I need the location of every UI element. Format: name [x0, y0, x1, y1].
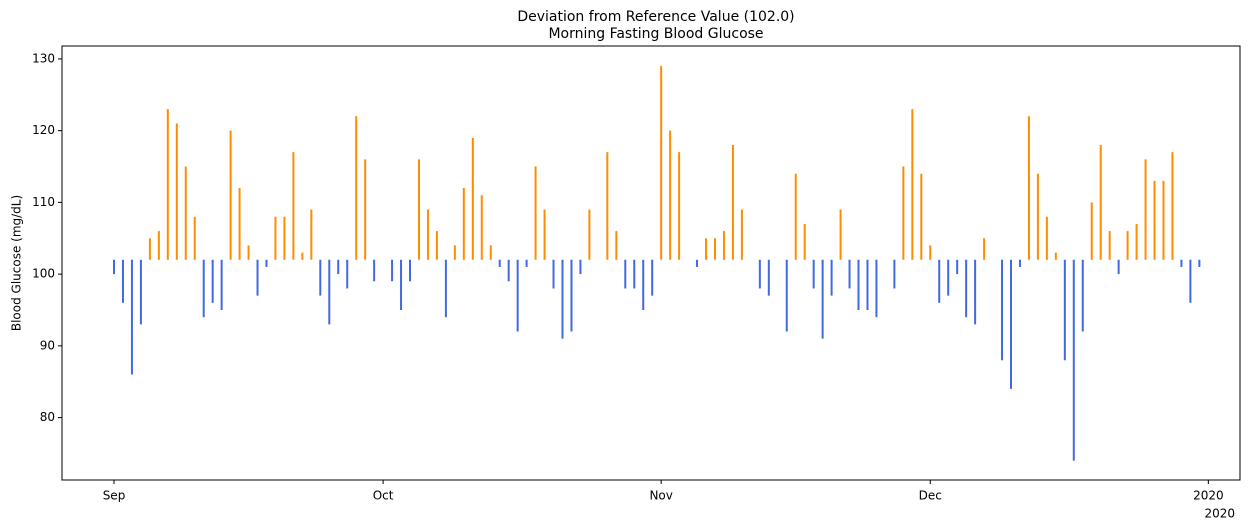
y-tick-label: 80: [40, 410, 55, 424]
x-tick-label: 2020: [1193, 489, 1224, 503]
y-tick-label: 90: [40, 338, 55, 352]
y-tick-label: 130: [32, 51, 55, 65]
x-tick-label: Oct: [373, 489, 394, 503]
chart-subtitle: Morning Fasting Blood Glucose: [548, 26, 763, 42]
y-tick-label: 100: [32, 267, 55, 281]
y-tick-label: 110: [32, 195, 55, 209]
y-axis-label: Blood Glucose (mg/dL): [10, 195, 24, 331]
x-offset-label: 2020: [1204, 507, 1235, 521]
x-tick-label: Nov: [649, 489, 672, 503]
y-tick-label: 120: [32, 123, 55, 137]
chart-title: Deviation from Reference Value (102.0): [517, 9, 794, 25]
x-tick-label: Sep: [103, 489, 126, 503]
plot-frame: [61, 45, 1241, 481]
x-tick-label: Dec: [919, 489, 942, 503]
